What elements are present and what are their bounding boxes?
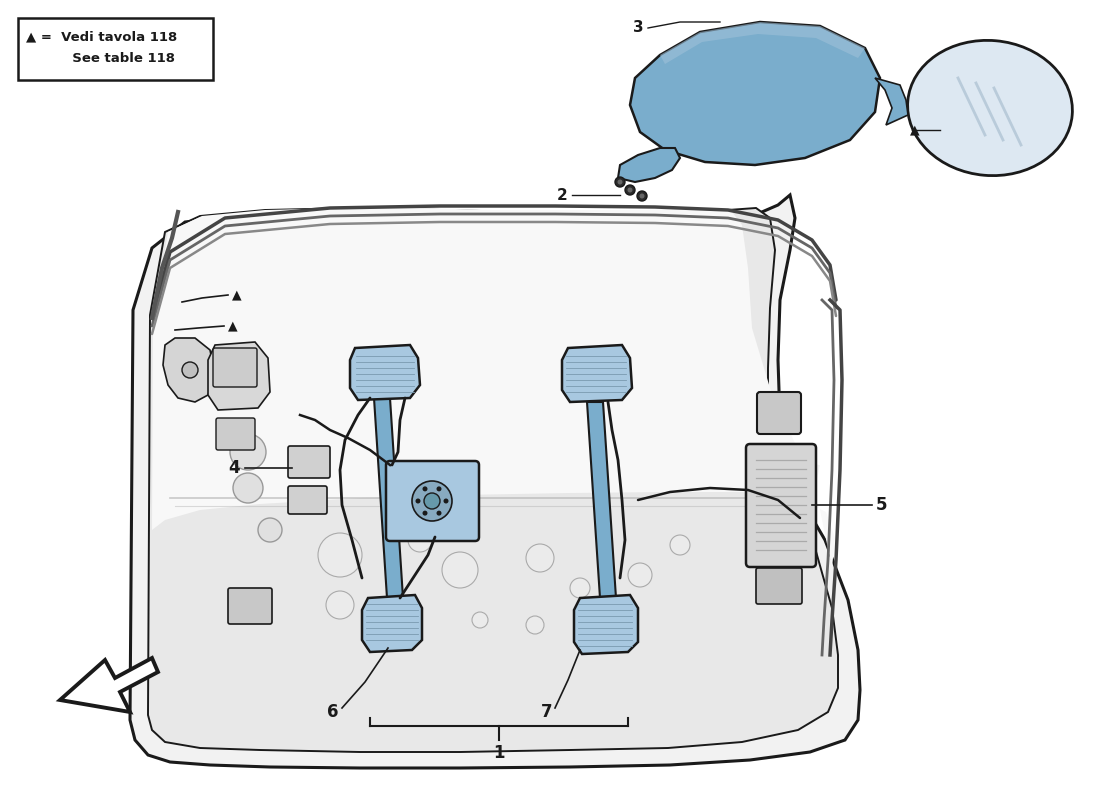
FancyBboxPatch shape: [757, 392, 801, 434]
Polygon shape: [208, 342, 270, 410]
Circle shape: [472, 612, 488, 628]
Polygon shape: [60, 658, 158, 712]
FancyBboxPatch shape: [288, 486, 327, 514]
Text: ▲: ▲: [232, 289, 242, 302]
FancyBboxPatch shape: [228, 588, 272, 624]
Polygon shape: [130, 195, 860, 768]
FancyBboxPatch shape: [746, 444, 816, 567]
Circle shape: [437, 486, 441, 491]
Polygon shape: [350, 345, 420, 400]
FancyBboxPatch shape: [756, 568, 802, 604]
FancyBboxPatch shape: [18, 18, 213, 80]
Polygon shape: [374, 398, 403, 598]
FancyBboxPatch shape: [213, 348, 257, 387]
Circle shape: [443, 498, 449, 503]
Circle shape: [617, 179, 623, 185]
Text: 1: 1: [493, 744, 505, 762]
Text: a passion since 1985: a passion since 1985: [344, 546, 636, 574]
Polygon shape: [163, 338, 214, 402]
Circle shape: [442, 552, 478, 588]
Polygon shape: [618, 148, 680, 182]
Text: See table 118: See table 118: [26, 52, 175, 65]
Circle shape: [526, 616, 544, 634]
Polygon shape: [562, 345, 632, 402]
FancyBboxPatch shape: [216, 418, 255, 450]
Circle shape: [416, 498, 420, 503]
Circle shape: [437, 510, 441, 516]
Circle shape: [424, 493, 440, 509]
Polygon shape: [574, 595, 638, 654]
Polygon shape: [148, 208, 838, 752]
Circle shape: [670, 535, 690, 555]
Circle shape: [637, 191, 647, 201]
Text: 4: 4: [229, 459, 240, 477]
Circle shape: [627, 187, 632, 193]
Circle shape: [408, 528, 432, 552]
Circle shape: [422, 510, 428, 516]
Text: ▲: ▲: [910, 123, 920, 137]
Circle shape: [258, 518, 282, 542]
Polygon shape: [362, 595, 422, 652]
Text: parts: parts: [415, 433, 825, 567]
Circle shape: [422, 486, 428, 491]
Polygon shape: [874, 78, 907, 125]
FancyBboxPatch shape: [386, 461, 478, 541]
Circle shape: [625, 185, 635, 195]
Circle shape: [412, 481, 452, 521]
Text: ▲ =  Vedi tavola 118: ▲ = Vedi tavola 118: [26, 30, 177, 43]
Text: 5: 5: [876, 496, 888, 514]
Circle shape: [628, 563, 652, 587]
FancyBboxPatch shape: [288, 446, 330, 478]
Polygon shape: [660, 22, 865, 64]
Circle shape: [318, 533, 362, 577]
Text: 6: 6: [327, 703, 338, 721]
Circle shape: [326, 591, 354, 619]
Circle shape: [230, 434, 266, 470]
Polygon shape: [152, 208, 835, 568]
Polygon shape: [630, 22, 880, 165]
Text: euro: euro: [242, 373, 598, 507]
Circle shape: [570, 578, 590, 598]
Text: ▲: ▲: [228, 319, 238, 333]
Circle shape: [615, 177, 625, 187]
Text: 3: 3: [634, 21, 643, 35]
Circle shape: [526, 544, 554, 572]
Ellipse shape: [908, 40, 1072, 176]
Text: 2: 2: [558, 187, 568, 202]
Circle shape: [182, 362, 198, 378]
Polygon shape: [587, 402, 616, 598]
Circle shape: [639, 194, 645, 198]
Circle shape: [233, 473, 263, 503]
Text: 7: 7: [541, 703, 553, 721]
